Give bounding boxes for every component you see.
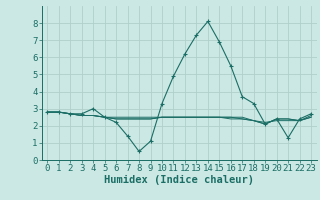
X-axis label: Humidex (Indice chaleur): Humidex (Indice chaleur) (104, 175, 254, 185)
